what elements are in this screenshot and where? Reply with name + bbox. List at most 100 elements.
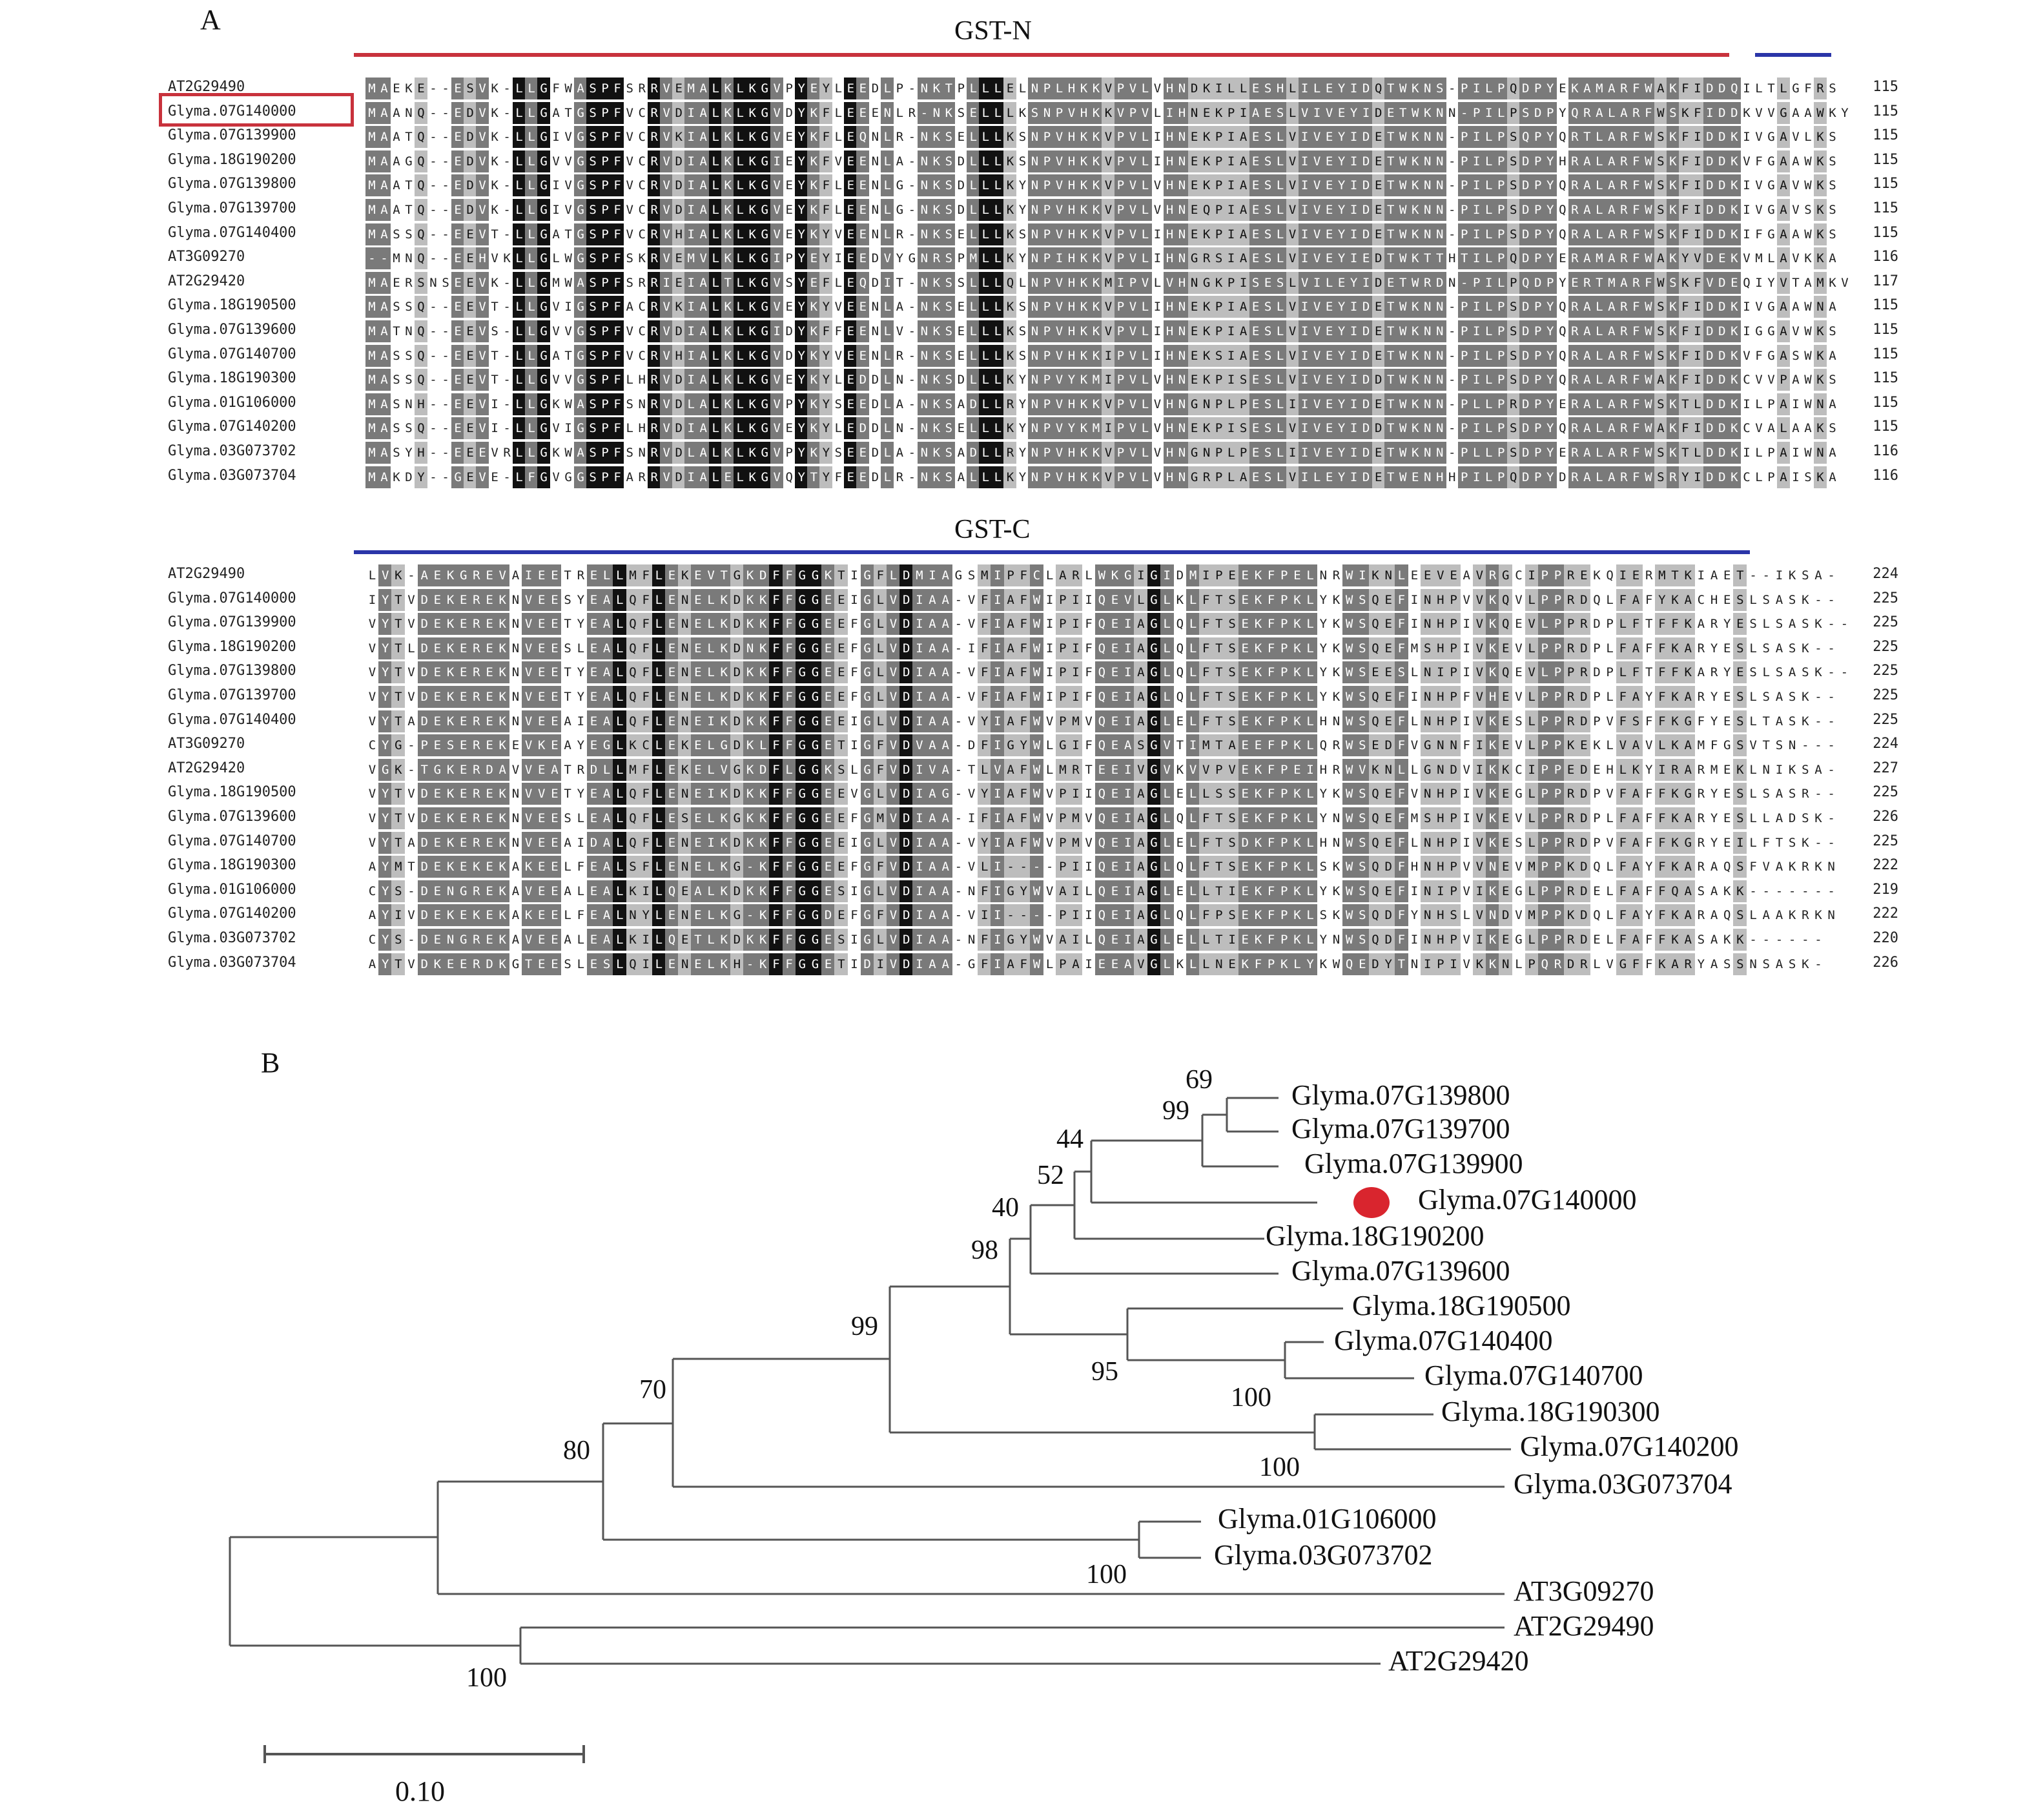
residue: P	[599, 247, 612, 270]
residue: G	[896, 203, 904, 217]
residue: K	[1666, 223, 1680, 245]
residue: V	[564, 130, 572, 145]
residue: Y	[795, 247, 808, 270]
residue: I	[1743, 130, 1751, 145]
residue: V	[1310, 199, 1324, 221]
residue: W	[564, 81, 572, 96]
residue: N	[1028, 150, 1042, 172]
residue: K	[491, 178, 498, 193]
residue: L	[834, 81, 843, 96]
residue: N	[1028, 247, 1042, 270]
residue: K	[1200, 126, 1213, 149]
residue: D	[1703, 126, 1716, 149]
residue: K	[1813, 247, 1827, 270]
residue: I	[684, 199, 698, 221]
residue: Q	[1506, 78, 1520, 99]
residue: T	[1421, 247, 1434, 270]
residue: A	[378, 223, 391, 245]
residue: L	[525, 223, 539, 245]
residue: P	[599, 78, 612, 99]
residue: K	[491, 275, 498, 290]
residue: L	[1310, 78, 1324, 99]
residue: L	[513, 247, 526, 270]
residue: N	[1028, 126, 1042, 149]
residue: H	[1065, 247, 1078, 270]
alignment-row-end: 115	[1873, 79, 1898, 95]
residue: E	[1187, 199, 1201, 221]
residue: Y	[1335, 174, 1348, 197]
residue: I	[1347, 126, 1361, 149]
residue: S	[1829, 227, 1836, 242]
residue: R	[930, 247, 943, 270]
residue: A	[1605, 174, 1618, 197]
residue: F	[819, 174, 833, 197]
residue: K	[1200, 150, 1213, 172]
residue: Y	[1335, 199, 1348, 221]
residue: -	[1448, 178, 1456, 193]
residue: D	[464, 126, 477, 149]
residue: V	[770, 199, 784, 221]
residue: L	[1804, 130, 1812, 145]
residue: F	[1629, 150, 1643, 172]
residue: P	[599, 223, 612, 245]
residue: H	[1065, 199, 1078, 221]
residue: S	[1261, 199, 1275, 221]
residue: L	[1592, 199, 1606, 221]
residue: L	[525, 174, 539, 197]
residue: A	[896, 154, 904, 169]
bootstrap-value: 95	[1091, 1357, 1118, 1387]
residue: V	[1126, 174, 1140, 197]
residue: S	[942, 223, 956, 245]
tree-leaf-label: Glyma.07G140400	[1334, 1325, 1553, 1356]
residue: K	[1408, 126, 1422, 149]
residue: -	[365, 247, 378, 270]
residue: L	[709, 101, 723, 124]
residue: Q	[415, 199, 428, 221]
residue: V	[476, 126, 489, 149]
residue: I	[1347, 78, 1361, 99]
residue: K	[746, 126, 759, 149]
residue: K	[1003, 223, 1017, 245]
residue: P	[1212, 126, 1226, 149]
residue: N	[1421, 199, 1434, 221]
residue: E	[451, 78, 465, 99]
residue: V	[1792, 203, 1800, 217]
residue: I	[1224, 174, 1238, 197]
residue: D	[1519, 78, 1532, 99]
residue: L	[513, 271, 526, 294]
residue: S	[1829, 130, 1836, 145]
residue: P	[1457, 174, 1471, 197]
residue: E	[844, 247, 858, 270]
residue: K	[1408, 199, 1422, 221]
residue: D	[1703, 199, 1716, 221]
residue: -	[442, 203, 449, 217]
residue: E	[451, 223, 465, 245]
residue: Y	[1018, 203, 1027, 217]
residue: A	[1605, 78, 1618, 99]
residue: -	[908, 203, 916, 217]
residue: K	[807, 199, 821, 221]
residue: K	[1813, 174, 1827, 197]
residue: -	[503, 105, 511, 120]
residue: R	[648, 247, 661, 270]
panel-a-letter: A	[200, 4, 221, 36]
residue: S	[1506, 126, 1520, 149]
residue: L	[1286, 78, 1299, 99]
residue: T	[1767, 81, 1775, 96]
residue: K	[1813, 126, 1827, 149]
residue: R	[1617, 199, 1630, 221]
residue: S	[1519, 101, 1532, 124]
residue: K	[942, 101, 956, 124]
residue: A	[1617, 101, 1630, 124]
residue: T	[405, 130, 413, 145]
residue: E	[785, 154, 793, 169]
residue: V	[552, 154, 560, 169]
residue: S	[586, 223, 600, 245]
residue: I	[1163, 101, 1176, 124]
residue: D	[672, 101, 686, 124]
residue: A	[1580, 247, 1594, 270]
residue: N	[1421, 223, 1434, 245]
residue: S	[1261, 247, 1275, 270]
residue: V	[626, 105, 633, 120]
residue: V	[564, 154, 572, 169]
